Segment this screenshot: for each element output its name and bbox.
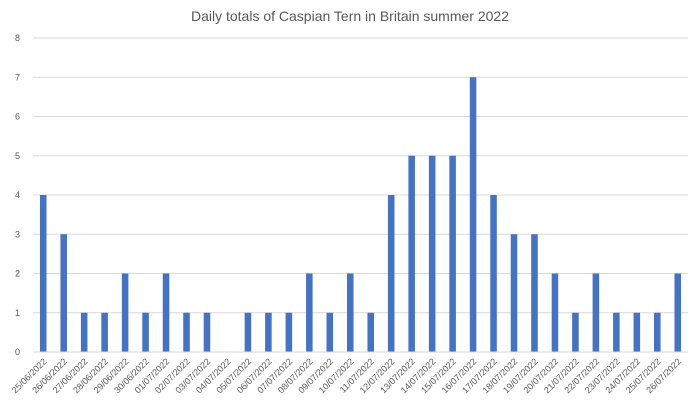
bar — [469, 77, 477, 352]
bar — [203, 312, 211, 352]
bar — [101, 312, 108, 352]
y-tick-label: 7 — [15, 72, 20, 82]
y-tick-label: 1 — [15, 308, 20, 318]
y-tick-label: 2 — [15, 269, 20, 279]
bar — [510, 234, 518, 352]
bar — [142, 312, 149, 352]
bar — [449, 155, 456, 352]
y-tick-label: 5 — [15, 151, 20, 161]
bar — [80, 312, 88, 352]
bar — [346, 273, 354, 352]
bar — [306, 273, 313, 352]
bar — [183, 312, 190, 352]
bar — [408, 155, 415, 352]
bar — [367, 312, 375, 352]
bar — [244, 312, 252, 352]
bars — [39, 77, 682, 352]
bar — [326, 312, 334, 352]
y-tick-label: 3 — [15, 229, 20, 239]
bar — [285, 312, 293, 352]
bar — [121, 273, 129, 352]
y-tick-label: 0 — [15, 347, 20, 357]
y-tick-label: 4 — [15, 190, 20, 200]
bar — [674, 273, 682, 352]
bar — [592, 273, 600, 352]
bar — [531, 234, 538, 352]
bar — [572, 312, 579, 352]
bar — [654, 312, 661, 352]
y-tick-label: 8 — [15, 33, 20, 43]
bar — [60, 234, 67, 352]
bar — [613, 312, 620, 352]
bar — [162, 273, 170, 352]
bar — [387, 195, 395, 352]
bar — [39, 195, 47, 352]
bar — [633, 312, 641, 352]
bar — [265, 312, 272, 352]
bar — [490, 195, 497, 352]
chart-title: Daily totals of Caspian Tern in Britain … — [191, 8, 509, 24]
y-tick-label: 6 — [15, 112, 20, 122]
bar — [551, 273, 559, 352]
gridlines — [33, 37, 688, 314]
bar — [428, 155, 436, 352]
